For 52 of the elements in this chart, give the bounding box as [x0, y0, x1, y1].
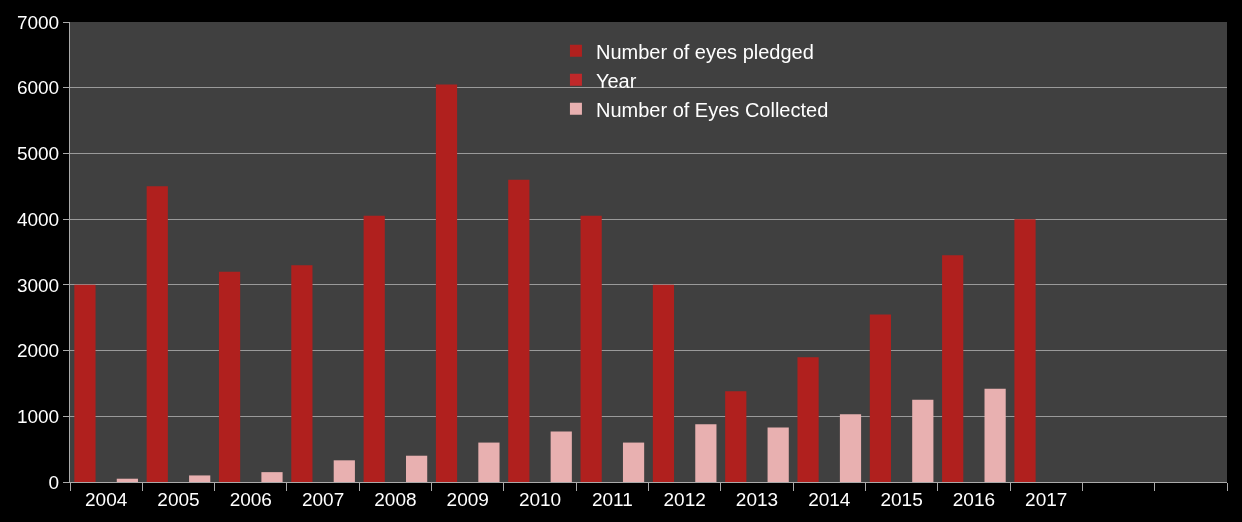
y-tick-label: 4000 [16, 208, 60, 230]
bar [869, 314, 891, 482]
bar [695, 424, 717, 482]
bar [580, 215, 602, 482]
x-tick-label: 2014 [808, 488, 851, 510]
bar [74, 284, 96, 482]
x-tick-label: 2005 [157, 488, 200, 510]
legend-label: Number of Eyes Collected [595, 98, 829, 121]
bar [189, 475, 211, 482]
x-tick-label: 2010 [518, 488, 562, 510]
x-tick-label: 2015 [880, 488, 923, 510]
bar [508, 179, 530, 482]
bar [942, 255, 964, 482]
bar [839, 414, 862, 482]
bar [797, 357, 819, 482]
bar [725, 391, 747, 482]
x-tick-label: 2008 [374, 488, 417, 510]
bar [291, 265, 313, 482]
x-tick-label: 2016 [952, 488, 996, 510]
bar [261, 472, 283, 482]
x-tick-label: 2011 [591, 488, 633, 510]
bar [218, 271, 241, 482]
y-tick-label: 3000 [16, 274, 60, 296]
y-tick-label: 1000 [16, 405, 60, 427]
y-tick-label: 0 [48, 471, 60, 493]
bar [116, 478, 138, 482]
y-tick-label: 5000 [16, 143, 60, 165]
x-tick-label: 2012 [663, 488, 706, 510]
bar [912, 399, 934, 482]
x-tick-label: 2009 [446, 488, 489, 510]
bar [435, 84, 458, 482]
x-tick-label: 2013 [735, 488, 779, 510]
x-tick-label: 2007 [301, 488, 345, 510]
bar [622, 442, 645, 482]
bar [363, 215, 385, 482]
bar [333, 460, 355, 482]
bar [767, 427, 789, 482]
bar [550, 431, 572, 482]
bar [406, 455, 428, 482]
y-tick-label: 2000 [16, 340, 60, 362]
bar [1014, 219, 1036, 482]
y-tick-label: 6000 [16, 77, 60, 99]
y-tick-label: 7000 [16, 11, 60, 33]
legend-label: Year [595, 69, 637, 92]
x-tick-label: 2004 [85, 488, 128, 510]
bar [652, 284, 675, 482]
bar [478, 442, 500, 482]
bar [984, 388, 1006, 482]
x-tick-label: 2006 [229, 488, 272, 510]
bar [146, 186, 168, 482]
x-tick-label: 2017 [1025, 488, 1068, 510]
legend-label: Number of eyes pledged [595, 40, 814, 63]
